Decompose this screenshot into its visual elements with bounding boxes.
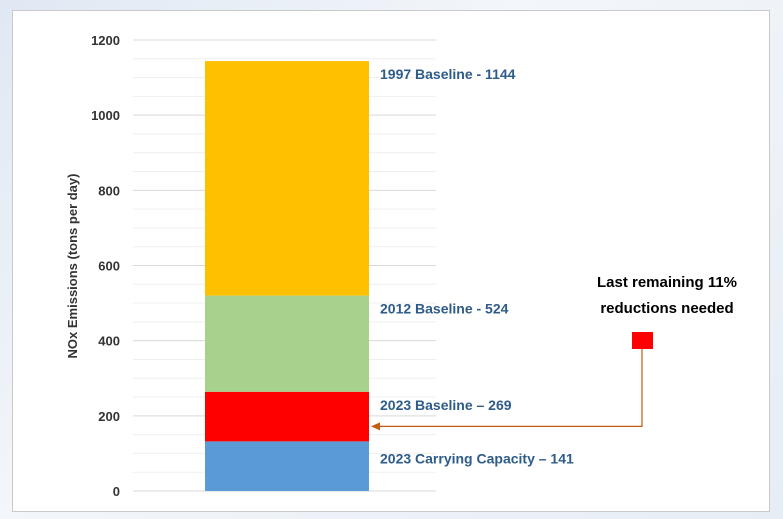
y-tick-label: 0: [113, 484, 120, 499]
bar-segment: [205, 441, 369, 491]
segment-labels: 2023 Carrying Capacity – 141 2023 Baselin…: [380, 66, 574, 466]
segment-label: 2012 Baseline - 524: [380, 301, 509, 317]
annotation-marker: [632, 332, 653, 349]
y-tick-label: 1200: [91, 33, 120, 48]
chart-frame: [12, 10, 770, 512]
y-axis-ticks: 0 200 400 600 800 1000 1200: [91, 33, 120, 499]
bar-segment: [205, 391, 369, 442]
segment-label: 1997 Baseline - 1144: [380, 66, 516, 82]
y-tick-label: 600: [98, 259, 120, 274]
annotation: Last remaining 11% reductions needed: [371, 274, 737, 431]
annotation-arrow: [377, 349, 643, 427]
bar-segment: [205, 295, 369, 392]
y-tick-label: 200: [98, 409, 120, 424]
y-axis-label: NOx Emissions (tons per day): [65, 174, 80, 359]
bar-segment: [205, 61, 369, 296]
annotation-arrowhead: [371, 422, 380, 431]
bar-segments: [205, 61, 369, 491]
y-tick-label: 1000: [91, 108, 120, 123]
y-tick-label: 400: [98, 334, 120, 349]
annotation-line-2: reductions needed: [600, 300, 733, 317]
segment-label: 2023 Baseline – 269: [380, 397, 512, 413]
y-tick-label: 800: [98, 183, 120, 198]
segment-label: 2023 Carrying Capacity – 141: [380, 450, 574, 466]
annotation-line-1: Last remaining 11%: [597, 274, 737, 291]
